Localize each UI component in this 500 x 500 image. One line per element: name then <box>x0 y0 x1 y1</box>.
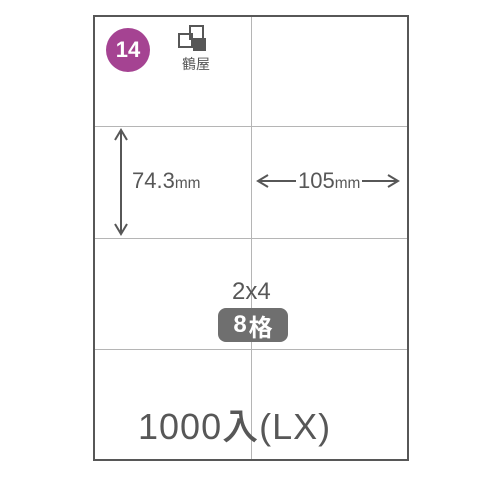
height-value: 74.3 <box>132 168 175 193</box>
grid-layout-text: 2x4 <box>232 278 271 306</box>
width-dimension: 105mm <box>296 168 362 194</box>
item-number: 14 <box>116 37 140 63</box>
cell-count-value: 8 <box>233 311 246 339</box>
height-arrow-icon <box>112 128 130 236</box>
brand-logo-icon <box>176 24 210 52</box>
grid-layout-value: 2x4 <box>232 278 271 305</box>
width-value: 105 <box>298 168 335 193</box>
pack-qty-value: 1000 <box>138 406 222 447</box>
item-number-badge: 14 <box>106 28 150 72</box>
cell-count-suffix: 格 <box>249 308 273 343</box>
pack-qty-suffix: 入 <box>222 406 259 447</box>
pack-code: (LX) <box>259 406 331 447</box>
height-unit: mm <box>175 175 201 192</box>
grid-hline-1 <box>95 126 407 127</box>
brand-text: 鶴屋 <box>182 56 210 72</box>
grid-hline-3 <box>95 349 407 350</box>
cell-count-pill: 8 格 <box>218 308 288 342</box>
brand-name: 鶴屋 <box>182 54 210 74</box>
width-unit: mm <box>335 175 361 192</box>
grid-hline-2 <box>95 238 407 239</box>
pack-quantity: 1000入(LX) <box>138 398 331 450</box>
height-dimension: 74.3mm <box>132 168 200 194</box>
